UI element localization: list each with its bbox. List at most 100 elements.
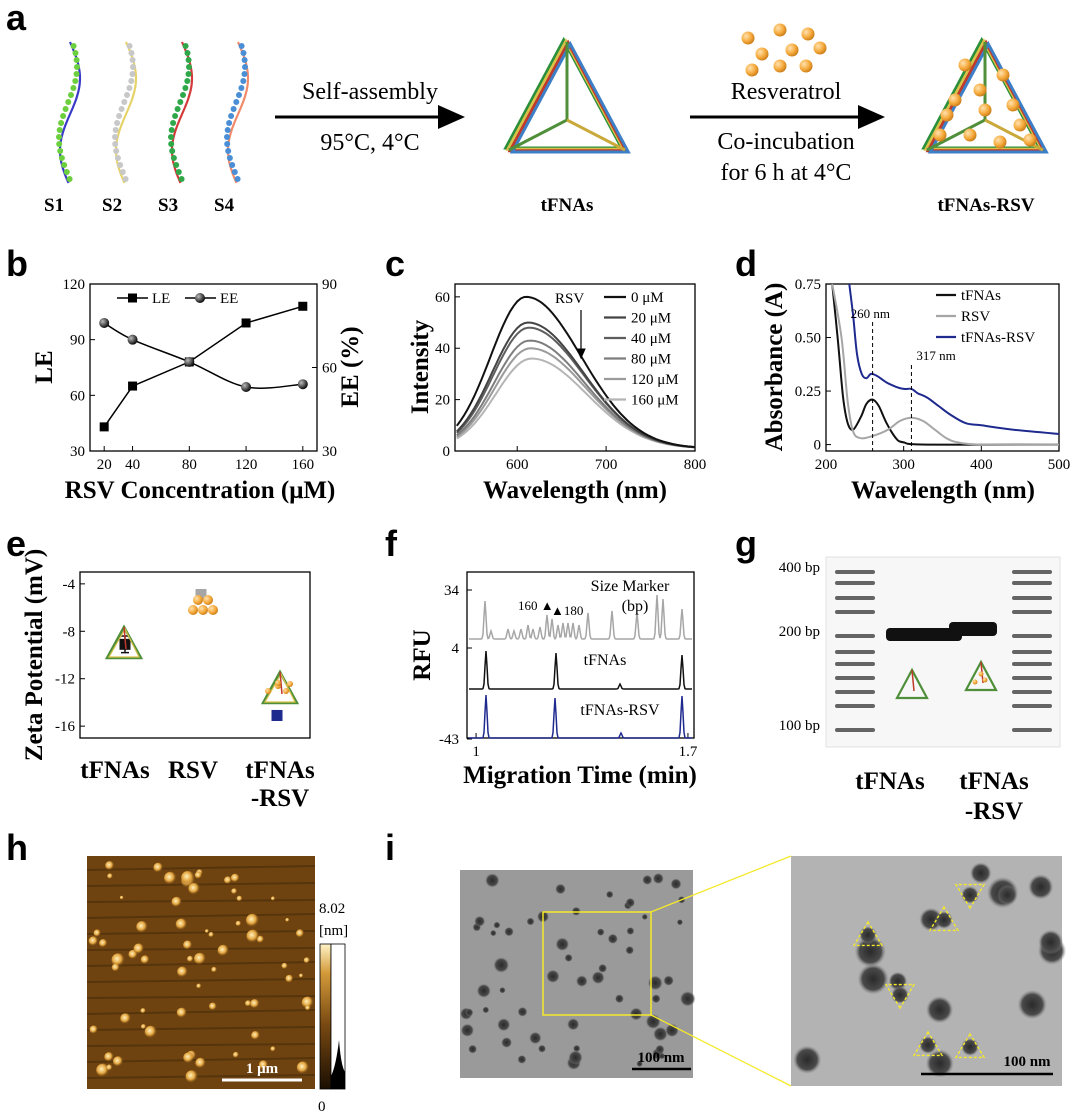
ladder-band — [1012, 570, 1052, 574]
tem-particle — [504, 926, 514, 937]
x-tick-label: 200 — [815, 457, 838, 473]
afm-particle — [250, 999, 260, 1009]
tem-scalebar-right-label: 100 nm — [1003, 1054, 1051, 1070]
strand-backbone — [170, 41, 194, 184]
tem-particle — [555, 937, 570, 952]
afm-particle — [208, 931, 215, 938]
panel-label-a: a — [6, 0, 27, 38]
tem-particle — [625, 945, 634, 955]
absorbance-curve — [848, 283, 1060, 435]
afm-scan-line — [86, 1074, 316, 1079]
afm-colorbar-max: 8.02 — [319, 901, 345, 917]
ladder-band — [1012, 610, 1052, 614]
tfnas-rsv-tetrahedron-graphic — [921, 36, 1049, 154]
chart-f-marks: 1 1.7 34 4 -43 Size Marker (bp) tFNAs tFNAs-RSV 1… — [409, 578, 698, 789]
strand-base-dot — [238, 85, 245, 91]
afm-particle — [107, 873, 113, 880]
afm-particle — [232, 1051, 240, 1058]
strand-base-dot — [226, 155, 233, 161]
panel-label-c: c — [385, 243, 405, 284]
le-point — [298, 301, 308, 311]
tem-tetrahedron-particle — [919, 1036, 937, 1054]
strand-base-dot — [128, 50, 135, 56]
y-axis-label: Absorbance (A) — [761, 283, 788, 452]
strand-base-dot — [170, 120, 177, 126]
zeta-point — [271, 709, 283, 721]
tem-particle — [468, 1044, 478, 1054]
ee-point — [297, 379, 308, 390]
strand-backbone — [226, 41, 250, 184]
strand-base-dot — [61, 162, 68, 168]
strand-base-dot — [129, 71, 136, 77]
strand-label-s4: S4 — [214, 195, 235, 216]
afm-colorbar-unit: [nm] — [319, 923, 348, 939]
ee-point — [99, 317, 110, 328]
tem-tetrahedron-particle — [961, 1038, 979, 1056]
strand-base-dot — [66, 176, 73, 182]
rsv-sphere — [996, 68, 1010, 82]
tem-particle — [482, 1006, 490, 1014]
strand-base-dot — [114, 155, 121, 161]
ladder-band — [835, 690, 875, 694]
ladder-band — [835, 581, 875, 585]
tem-particle — [614, 994, 624, 1004]
gel-lane-label-tfnas-rsv-2: -RSV — [965, 798, 1023, 825]
panel-b: b 20 40 80 120 160 30 60 90 120 30 60 90 LE EE RSV Con… — [6, 243, 364, 504]
afm-particle — [301, 996, 314, 1009]
y-tick-label: 20 — [435, 393, 450, 409]
afm-particle — [230, 873, 240, 883]
le-line — [103, 305, 304, 428]
afm-histogram — [331, 1040, 345, 1089]
strand-base-dot — [116, 113, 123, 119]
tem-particle — [460, 1023, 475, 1038]
chart-e-frame — [79, 571, 311, 739]
tem-particle — [575, 975, 588, 987]
x-tick-label: 1.7 — [679, 744, 698, 760]
x-tick-label: 160 — [292, 457, 315, 473]
tem-particle — [925, 1049, 954, 1078]
strand-base-dot — [224, 141, 231, 147]
strand-base-dot — [121, 99, 128, 105]
rsv-sphere — [982, 677, 988, 683]
tem-tetrahedron-particle — [961, 886, 979, 904]
tem-zoom-box — [542, 911, 652, 1016]
ladder-band — [1012, 596, 1052, 600]
panel-i: i 100 nm 100 nm — [385, 827, 1067, 1087]
strand-base-dot — [185, 71, 192, 77]
dna-strands-group — [56, 41, 250, 184]
ladder-band — [835, 728, 875, 732]
tetrahedron-icon — [895, 667, 929, 700]
peak-annotation: 160 ▲ — [518, 598, 554, 613]
strand-base-dot — [112, 127, 119, 133]
strand-base-dot — [184, 78, 191, 84]
tetrahedron-icon — [104, 624, 144, 660]
ladder-band — [835, 610, 875, 614]
strand-base-dot — [130, 64, 136, 70]
rsv-sphere — [1013, 118, 1027, 132]
afm-particle — [89, 1025, 99, 1034]
tem-particle — [970, 862, 992, 884]
strand-base-dot — [124, 92, 130, 98]
panel-label-g: g — [735, 523, 757, 564]
afm-particle — [245, 1000, 252, 1007]
panel-label-d: d — [735, 243, 757, 284]
rsv-sphere — [203, 595, 213, 605]
afm-particle — [296, 929, 305, 938]
peak-annotation: 317 nm — [916, 348, 955, 363]
afm-particle — [270, 896, 276, 901]
tem-particle — [1028, 874, 1054, 900]
afm-image — [87, 856, 315, 1089]
x-category-label: tFNAs — [80, 757, 150, 784]
sample-band-tfnas — [886, 628, 962, 641]
afm-particle — [305, 1005, 311, 1011]
strand-base-dot — [65, 99, 72, 105]
afm-particle — [209, 1002, 217, 1011]
strand-base-dot — [58, 155, 65, 161]
tem-particle — [497, 1017, 511, 1032]
chart-b-marks: 20 40 80 120 160 30 60 90 120 30 60 90 LE EE RSV Conce… — [31, 277, 364, 504]
gel-bands — [835, 570, 1052, 732]
tem-particle — [636, 1060, 643, 1068]
chart-b-frame — [89, 283, 318, 452]
y-tick-label: -4 — [63, 577, 76, 593]
